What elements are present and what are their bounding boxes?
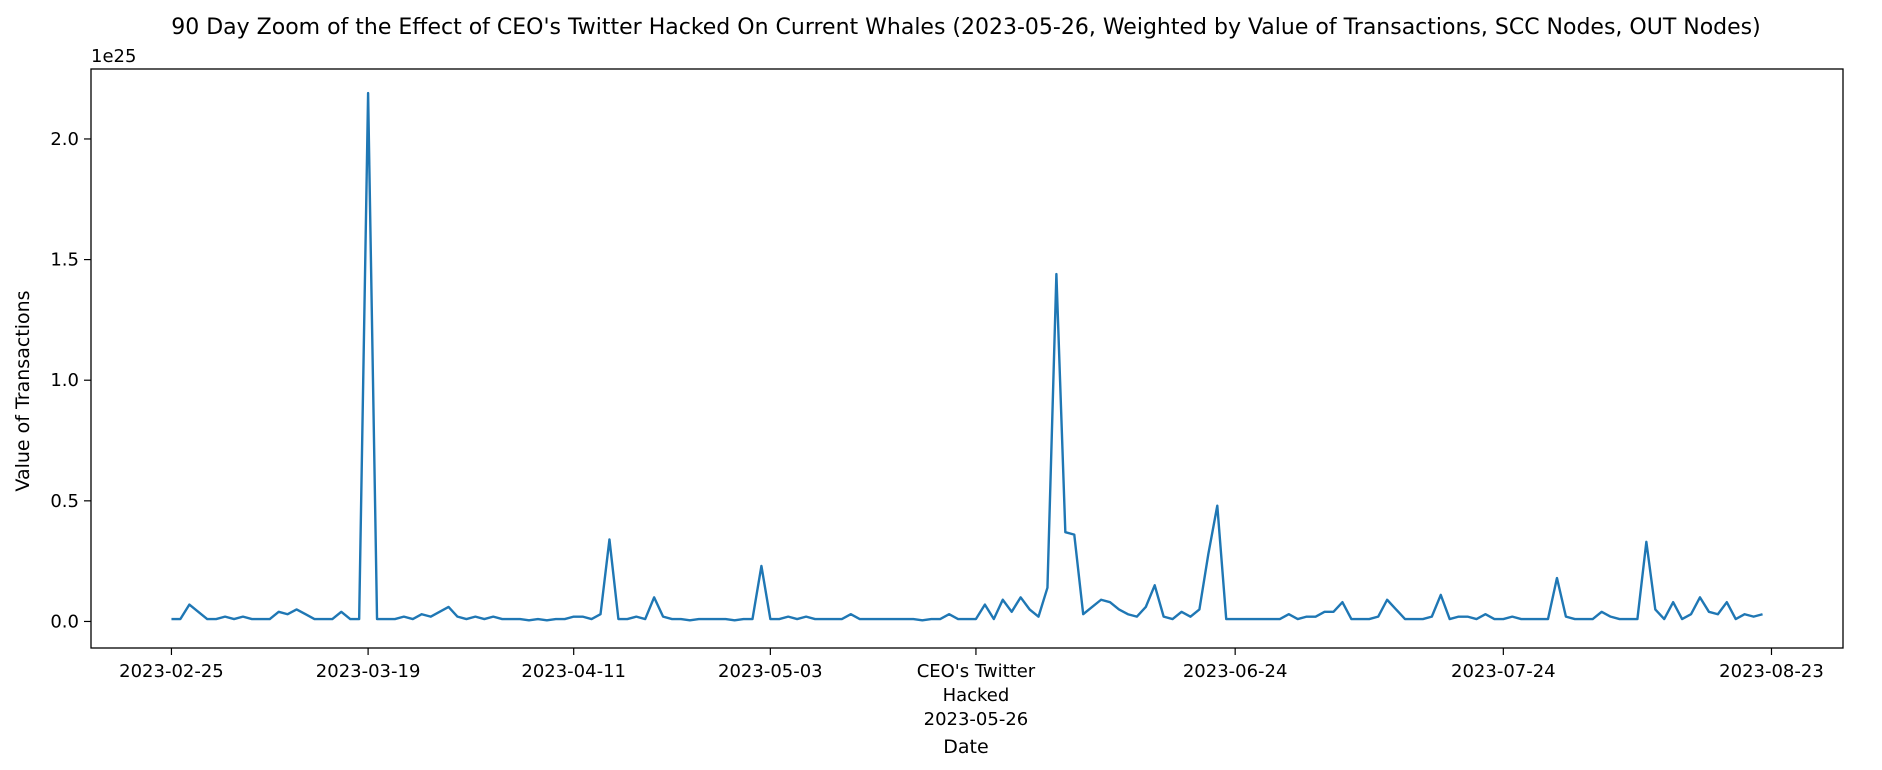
x-tick-label: 2023-08-23 (1719, 661, 1824, 682)
y-tick-label: 1.5 (50, 250, 79, 271)
x-tick-label: CEO's Twitter (917, 661, 1036, 682)
y-axis-label: Value of Transactions (12, 290, 34, 491)
series-line (171, 91, 1763, 622)
x-tick-label: 2023-02-25 (119, 661, 224, 682)
y-axis-ticks: 0.0 0.5 1.0 1.5 2.0 (50, 129, 91, 632)
x-tick-label: 2023-03-19 (316, 661, 421, 682)
x-tick-label: 2023-05-03 (718, 661, 823, 682)
y-tick-label: 2.0 (50, 129, 79, 150)
x-tick-label: 2023-07-24 (1451, 661, 1556, 682)
x-axis-ticks: 2023-02-25 2023-03-19 2023-04-11 2023-05-03… (119, 648, 1824, 730)
plot-area (90, 68, 1844, 649)
x-tick-label: 2023-04-11 (521, 661, 626, 682)
x-tick-label: 2023-05-26 (924, 709, 1029, 730)
y-tick-label: 1.0 (50, 370, 79, 391)
x-tick-label: Hacked (943, 685, 1010, 706)
x-tick-label: 2023-06-24 (1183, 661, 1288, 682)
y-axis-scale-label: 1e25 (91, 46, 136, 67)
x-axis-label: Date (943, 736, 988, 758)
y-tick-label: 0.0 (50, 611, 79, 632)
y-tick-label: 0.5 (50, 491, 79, 512)
chart-title: 90 Day Zoom of the Effect of CEO's Twitt… (171, 15, 1760, 40)
